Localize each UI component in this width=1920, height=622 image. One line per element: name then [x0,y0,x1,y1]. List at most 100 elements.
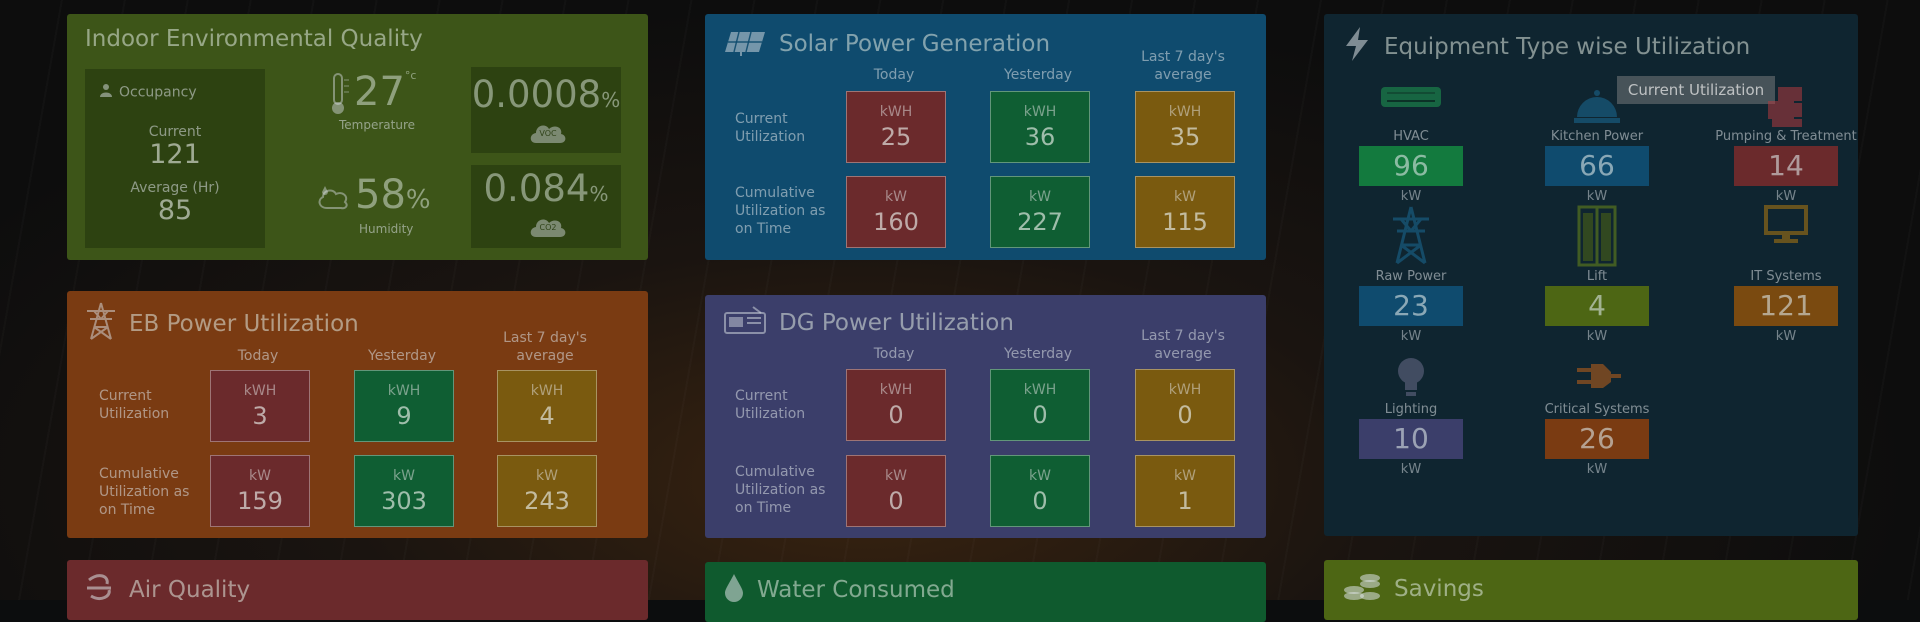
voc-unit: % [601,88,621,112]
solar-row-cumulative: Cumulative Utilization as on Time [735,185,826,237]
coins-icon [1342,570,1382,608]
equipment-panel: Equipment Type wise Utilization Current … [1324,14,1858,536]
water-consumed-title: Water Consumed [757,577,955,603]
co2-label: CO2 [539,223,557,232]
ieq-panel: Indoor Environmental Quality Occupancy C… [67,14,648,260]
equipment-value-pumping-treatment[interactable]: 14 [1734,146,1838,186]
air-quality-panel: Air Quality [67,560,648,620]
dg-yesterday-current: kWH 0 [990,369,1090,441]
thermometer-icon [325,72,351,120]
eb-col-today: Today [237,348,279,364]
co2-card: 0.084% CO2 [471,165,621,248]
equipment-label-critical-systems: Critical Systems [1544,402,1650,417]
humidity-label: Humidity [359,222,414,236]
solar-title: Solar Power Generation [779,31,1051,57]
eb-col-average: Last 7 day's average [503,330,587,364]
occupancy-label: Occupancy [119,84,197,101]
air-icon [85,572,117,608]
equipment-unit-raw-power: kW [1400,329,1422,344]
temperature-value: 27 [354,69,405,115]
equipment-title: Equipment Type wise Utilization [1384,34,1751,60]
voc-label: VOC [539,129,557,138]
equipment-label-pumping-treatment: Pumping & Treatment [1715,129,1857,144]
average-occupancy-value: 85 [157,195,193,226]
co2-value: 0.084 [483,167,590,210]
equipment-label-raw-power: Raw Power [1375,269,1447,284]
equipment-unit-kitchen-power: kW [1586,189,1608,204]
equipment-label-kitchen-power: Kitchen Power [1550,129,1644,144]
solar-col-average: Last 7 day's average [1141,49,1225,83]
temperature-unit: °c [404,69,417,82]
voc-value: 0.0008 [471,73,602,116]
eb-panel: EB Power Utilization Today Yesterday Las… [67,291,648,538]
solar-today-current: kWH 25 [846,91,946,163]
dg-row-cumulative: Cumulative Utilization as on Time [735,464,826,516]
eb-title: EB Power Utilization [129,311,359,337]
plug-icon [1557,356,1637,400]
solar-today-cumulative: kW 160 [846,176,946,248]
eb-average-current: kWH 4 [497,370,597,442]
monitor-icon [1746,205,1826,249]
dg-average-cumulative: kW 1 [1135,455,1235,527]
power-tower-icon [85,301,117,347]
eb-row-cumulative: Cumulative Utilization as on Time [99,466,190,518]
eb-today-cumulative: kW 159 [210,455,310,527]
eb-average-cumulative: kW 243 [497,455,597,527]
pump-icon [1746,83,1826,133]
water-consumed-panel: Water Consumed [705,562,1266,622]
hvac-icon [1371,83,1451,117]
eb-row-current: Current Utilization [99,388,170,422]
equipment-unit-critical-systems: kW [1586,462,1608,477]
lightning-icon [1342,26,1372,68]
voc-cloud-icon: VOC [528,117,568,147]
dg-row-current: Current Utilization [735,388,806,422]
equipment-value-kitchen-power[interactable]: 66 [1545,146,1649,186]
dg-col-yesterday: Yesterday [1004,346,1072,362]
solar-yesterday-current: kWH 36 [990,91,1090,163]
equipment-value-hvac[interactable]: 96 [1359,146,1463,186]
solar-row-current: Current Utilization [735,111,806,145]
average-label: Average (Hr) [130,180,220,196]
equipment-value-lighting[interactable]: 10 [1359,419,1463,459]
solar-col-today: Today [873,67,915,83]
equipment-label-lift: Lift [1586,269,1608,284]
co2-cloud-icon: CO2 [528,211,568,241]
humidity-value: 58 [355,172,406,218]
humidity-unit: % [405,185,431,215]
equipment-unit-hvac: kW [1400,189,1422,204]
equipment-value-it-systems[interactable]: 121 [1734,286,1838,326]
equipment-label-it-systems: IT Systems [1750,269,1822,284]
tower-icon [1371,205,1451,269]
savings-title: Savings [1394,576,1484,602]
air-quality-title: Air Quality [129,577,251,603]
water-drop-icon [723,572,745,608]
humidity-icon [317,182,351,214]
dg-yesterday-cumulative: kW 0 [990,455,1090,527]
equipment-unit-lift: kW [1586,329,1608,344]
solar-average-cumulative: kW 115 [1135,176,1235,248]
equipment-label-lighting: Lighting [1384,402,1438,417]
occupancy-card: Occupancy Current 121 Average (Hr) 85 [85,69,265,248]
solar-average-current: kWH 35 [1135,91,1235,163]
lift-icon [1557,205,1637,271]
dg-panel: DG Power Utilization Today Yesterday Las… [705,295,1266,538]
dg-average-current: kWH 0 [1135,369,1235,441]
equipment-unit-it-systems: kW [1775,329,1797,344]
voc-card: 0.0008% VOC [471,67,621,153]
eb-col-yesterday: Yesterday [368,348,436,364]
savings-panel: Savings [1324,560,1858,620]
dg-col-today: Today [873,346,915,362]
equipment-label-hvac: HVAC [1393,129,1429,144]
bulb-icon [1371,356,1451,404]
eb-today-current: kWH 3 [210,370,310,442]
generator-icon [723,305,767,341]
co2-unit: % [589,182,609,206]
dg-today-cumulative: kW 0 [846,455,946,527]
user-icon [99,83,113,102]
equipment-value-critical-systems[interactable]: 26 [1545,419,1649,459]
solar-yesterday-cumulative: kW 227 [990,176,1090,248]
ieq-title: Indoor Environmental Quality [85,26,423,52]
equipment-value-lift[interactable]: 4 [1545,286,1649,326]
current-utilization-button[interactable]: Current Utilization [1617,76,1775,104]
equipment-value-raw-power[interactable]: 23 [1359,286,1463,326]
